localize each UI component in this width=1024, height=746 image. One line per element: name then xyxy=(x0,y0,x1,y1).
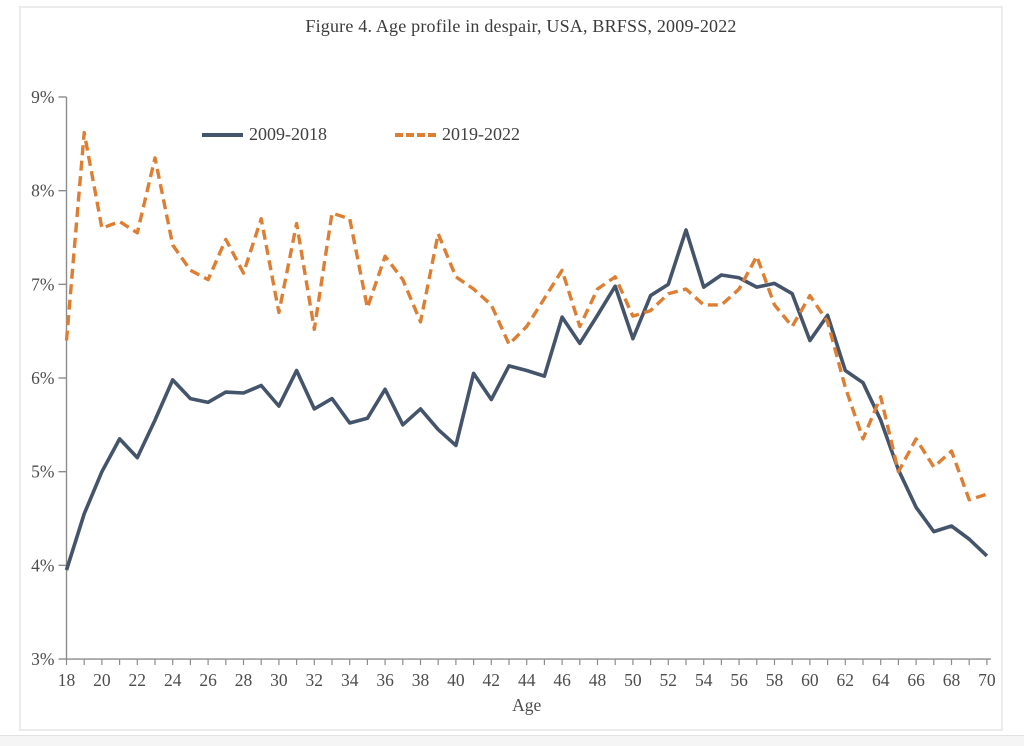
x-tick-label: 56 xyxy=(730,670,748,690)
x-tick-label: 22 xyxy=(129,670,147,690)
line-chart: 9% 8% 7% 6% 5% 4% 3%18 20 22 24 26 28 30 32 34 36 38 40 42… xyxy=(31,87,996,715)
x-tick-label: 48 xyxy=(589,670,607,690)
x-tick-label: 64 xyxy=(872,670,890,690)
x-tick-label: 34 xyxy=(341,670,359,690)
x-tick-label: 50 xyxy=(624,670,642,690)
x-tick-label: 68 xyxy=(943,670,961,690)
x-tick-label: 28 xyxy=(235,670,253,690)
x-tick-label: 52 xyxy=(660,670,678,690)
legend-swatch-dashed-line xyxy=(395,132,436,137)
x-tick-label: 40 xyxy=(447,670,465,690)
x-tick-label: 58 xyxy=(766,670,784,690)
legend-label-2019-2022: 2019-2022 xyxy=(442,124,520,144)
series-line-2009-2018 xyxy=(64,228,989,571)
window-bottom-strip xyxy=(0,735,1024,746)
y-tick-label: 8% xyxy=(31,181,54,201)
x-tick-label: 54 xyxy=(695,670,713,690)
x-tick-label: 24 xyxy=(164,670,182,690)
series-line-2019-2022 xyxy=(64,130,988,502)
x-tick-label: 38 xyxy=(412,670,430,690)
chart-legend: 2009-2018 2019-2022 xyxy=(202,124,578,145)
y-tick-label: 9% xyxy=(31,87,54,107)
y-tick-label: 5% xyxy=(31,462,54,482)
x-tick-label: 36 xyxy=(376,670,394,690)
x-axis-title: Age xyxy=(512,695,541,715)
legend-item-2009-2018: 2009-2018 xyxy=(202,124,327,145)
x-tick-label: 42 xyxy=(483,670,501,690)
x-tick-label: 66 xyxy=(907,670,925,690)
x-tick-label: 26 xyxy=(199,670,217,690)
x-tick-label: 44 xyxy=(518,670,536,690)
x-tick-label: 46 xyxy=(553,670,571,690)
y-tick-label: 3% xyxy=(31,649,54,669)
legend-item-2019-2022: 2019-2022 xyxy=(395,124,520,145)
figure-title: Figure 4. Age profile in despair, USA, B… xyxy=(305,16,737,36)
x-tick-label: 30 xyxy=(270,670,288,690)
x-tick-label: 32 xyxy=(306,670,324,690)
x-tick-label: 18 xyxy=(58,670,76,690)
y-tick-label: 4% xyxy=(31,555,54,575)
x-tick-label: 20 xyxy=(93,670,111,690)
legend-label-2009-2018: 2009-2018 xyxy=(249,124,327,144)
y-tick-label: 7% xyxy=(31,274,54,294)
x-tick-label: 60 xyxy=(801,670,819,690)
legend-swatch-solid-line xyxy=(202,132,243,137)
y-tick-label: 6% xyxy=(31,368,54,388)
figure-panel: Figure 4. Age profile in despair, USA, B… xyxy=(19,6,1003,731)
x-tick-label: 62 xyxy=(837,670,855,690)
x-tick-label: 70 xyxy=(978,670,996,690)
